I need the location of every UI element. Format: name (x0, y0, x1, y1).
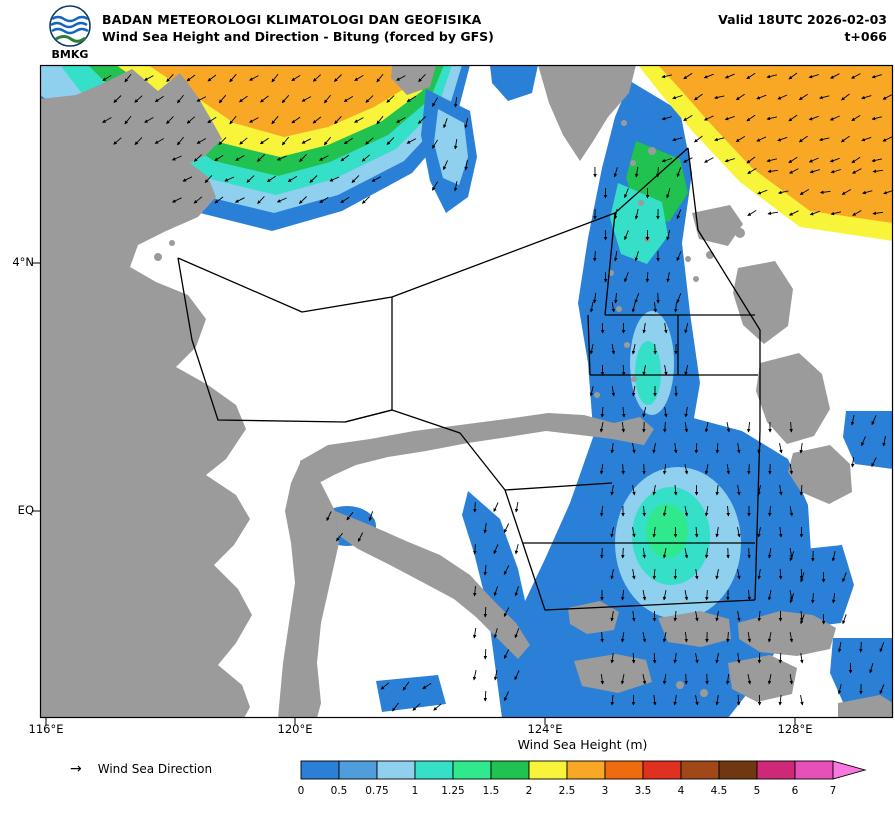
colorbar-tick-label: 6 (792, 785, 799, 797)
colorbar-segment (642, 760, 682, 780)
land-sulawesi-east-arm (335, 511, 530, 659)
land-sulawesi-north-arm (300, 413, 654, 484)
lon-tick-label: 128°E (777, 722, 813, 736)
field-right-blue-1 (843, 411, 893, 469)
lat-tick-label: EQ (17, 503, 34, 517)
land-sulawesi-south-arm (278, 461, 339, 718)
lon-tick-label: 120°E (277, 722, 313, 736)
field-bottom-blue-2 (376, 675, 446, 712)
colorbar-segment (680, 760, 720, 780)
field-coast-blue (462, 491, 539, 718)
colorbar-tick-label: 4.5 (711, 785, 728, 797)
field-ne-turquoise-pocket (610, 183, 668, 264)
wave-height-colorbar: 0 0.5 0.75 1 1.25 1.5 2 2.5 3 3.5 4 4.5 5 6 7 (298, 760, 867, 797)
colorbar-segment (794, 760, 834, 780)
colorbar-tick-label: 2 (526, 785, 533, 797)
land-south-islands-group (568, 601, 893, 718)
product-title: Wind Sea Height and Direction - Bitung (… (102, 29, 494, 44)
field-nw-orange (148, 65, 426, 137)
wave-map (32, 64, 894, 725)
lat-tick-label: 4°N (12, 255, 34, 269)
colorbar-overflow-arrow (832, 760, 867, 780)
axis-ticks (32, 262, 796, 725)
lon-tick-label: 124°E (527, 722, 563, 736)
colorbar-segment (414, 760, 454, 780)
colorbar-tick-label: 0 (298, 785, 305, 797)
colorbar-tick-label: 0.75 (365, 785, 388, 797)
logo-green-base (55, 35, 86, 43)
colorbar-tick-label: 0.5 (331, 785, 348, 797)
wind-direction-arrows (102, 72, 894, 712)
landmasses (40, 65, 893, 718)
field-se-springgreen (646, 504, 688, 558)
direction-arrow-icon: → (70, 761, 82, 777)
colorbar-tick-label: 2.5 (559, 785, 576, 797)
field-top-blue (490, 65, 538, 101)
map-frame (39, 64, 894, 719)
colorbar-title: Wind Sea Height (m) (517, 737, 648, 752)
land-borneo (40, 69, 252, 718)
field-ne-orange (658, 65, 893, 223)
colorbar-tick-label: 5 (754, 785, 761, 797)
land-mindanao (538, 65, 636, 161)
field-sulu-lightblue (434, 109, 468, 185)
forecast-step: t+066 (844, 29, 887, 44)
forecast-zone-boundaries (177, 147, 761, 611)
colorbar-segment (452, 760, 492, 780)
valid-time: Valid 18UTC 2026-02-03 (718, 12, 887, 27)
logo-waves (50, 15, 89, 35)
colorbar-segment (756, 760, 796, 780)
colorbar-tick-label: 7 (830, 785, 837, 797)
colorbar-segment (338, 760, 378, 780)
field-right-blue-3 (830, 638, 893, 709)
colorbar-tick-label: 4 (678, 785, 685, 797)
map-area: 4°N EQ 116°E 120°E 124°E 128°E (12, 64, 894, 736)
colorbar-segment (490, 760, 530, 780)
colorbar-segment (604, 760, 644, 780)
direction-legend-label: Wind Sea Direction (97, 762, 213, 776)
colorbar-tick-label: 3.5 (635, 785, 652, 797)
colorbar-tick-label: 1.5 (483, 785, 500, 797)
bmkg-logo: BMKG (49, 5, 91, 61)
colorbar-segment (300, 760, 340, 780)
colorbar-tick-label: 1 (412, 785, 419, 797)
colorbar-segment (566, 760, 606, 780)
wind-direction-legend: → Wind Sea Direction (70, 761, 212, 777)
colorbar-tick-label: 1.25 (441, 785, 464, 797)
field-band-turquoise (635, 341, 661, 405)
land-top-island (391, 65, 436, 95)
agency-name: BADAN METEOROLOGI KLIMATOLOGI DAN GEOFIS… (102, 12, 482, 27)
field-right-blue-2 (783, 545, 854, 628)
logo-label: BMKG (52, 48, 89, 61)
colorbar-segment (376, 760, 416, 780)
colorbar-segment (528, 760, 568, 780)
lon-tick-label: 116°E (28, 722, 64, 736)
colorbar-segment (718, 760, 758, 780)
land-halmahera-group (692, 205, 852, 504)
colorbar-tick-label: 3 (602, 785, 609, 797)
